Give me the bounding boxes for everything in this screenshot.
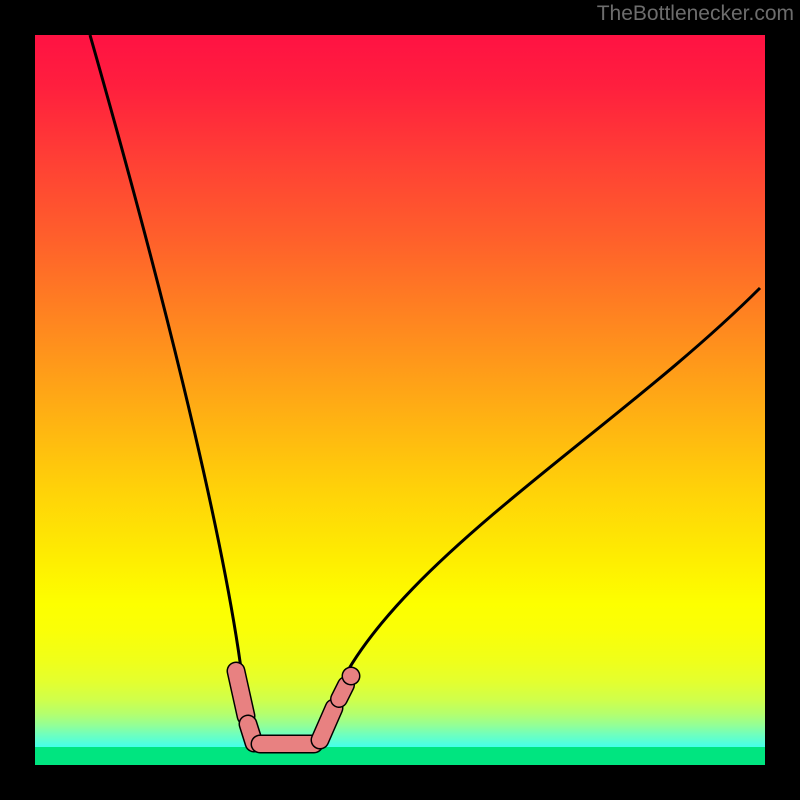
chart-canvas: TheBottlenecker.com: [0, 0, 800, 800]
marker-segment: [236, 671, 246, 716]
marker-dot: [343, 668, 359, 684]
bottom-green-band: [35, 747, 765, 765]
plot-area: [35, 35, 765, 765]
marker-segment: [339, 685, 346, 699]
watermark-text: TheBottlenecker.com: [597, 2, 794, 26]
bottleneck-chart: [0, 0, 800, 800]
